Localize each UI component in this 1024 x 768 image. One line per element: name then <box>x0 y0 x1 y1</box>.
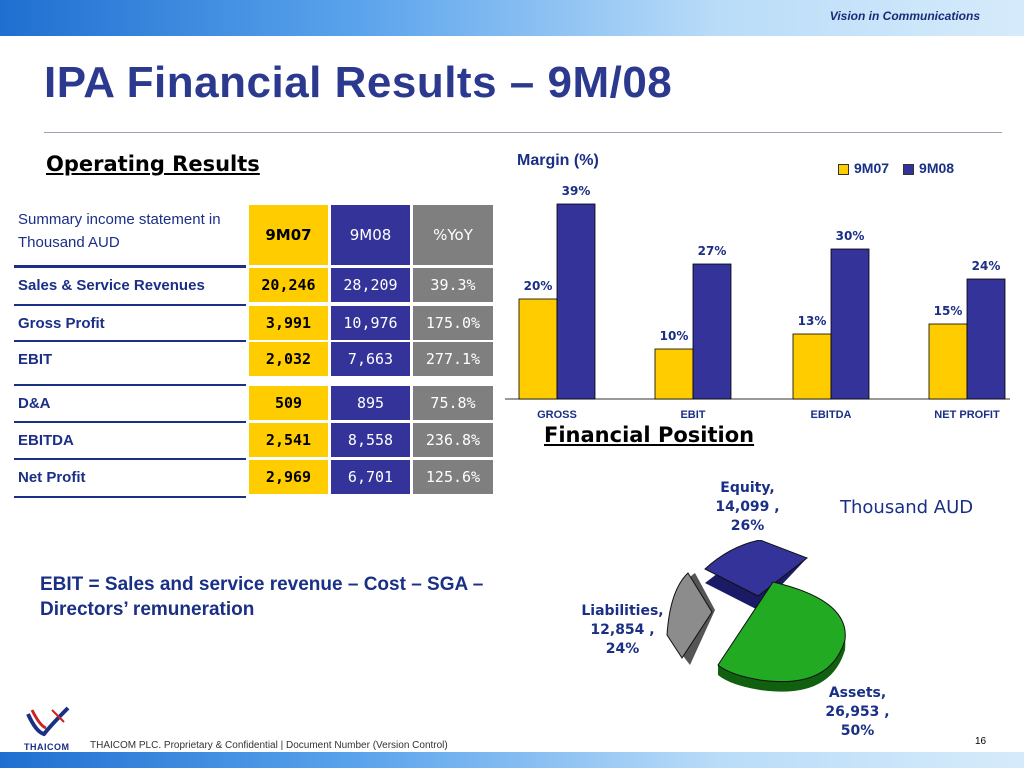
pie-label-equity-name: Equity, <box>720 480 775 496</box>
table-row-label: EBITDA <box>18 431 74 449</box>
table-row-divider <box>14 496 246 498</box>
logo-text: THAICOM <box>24 742 70 752</box>
pie-slice-assets <box>717 581 846 692</box>
table-cell-9m07: 2,032 <box>249 342 328 376</box>
col-header-9m08: 9M08 <box>331 205 410 265</box>
bar-9m08-net-profit <box>966 278 1006 400</box>
pie-label-assets-value: 26,953 , <box>825 704 890 720</box>
bar-9m08-gross <box>556 203 596 400</box>
bar-data-label: 30% <box>836 229 865 243</box>
table-cell-yoy: 175.0% <box>413 306 493 340</box>
bar-data-label: 15% <box>934 304 963 318</box>
legend-item-9m07: 9M07 <box>838 160 889 176</box>
table-header-label: Summary income statement in Thousand AUD <box>18 211 221 251</box>
table-cell-yoy: 39.3% <box>413 268 493 302</box>
table-row-label: D&A <box>18 394 51 412</box>
page-number: 16 <box>975 736 987 747</box>
table-cell-9m07: 2,969 <box>249 460 328 494</box>
table-cell-9m08: 7,663 <box>331 342 410 376</box>
bar-9m08-ebit <box>692 263 732 400</box>
bar-9m08-ebitda <box>830 248 870 400</box>
pie-label-equity-value: 14,099 , <box>715 499 780 515</box>
table-cell-9m08: 8,558 <box>331 423 410 457</box>
table-cell-yoy: 236.8% <box>413 423 493 457</box>
bar-9m07-ebitda <box>792 333 832 400</box>
table-cell-9m07: 2,541 <box>249 423 328 457</box>
table-cell-9m08: 6,701 <box>331 460 410 494</box>
ebit-formula: EBIT = Sales and service revenue – Cost … <box>40 574 484 620</box>
pie-label-liabilities-pct: 24% <box>605 641 640 657</box>
pie-slice-liabilities <box>666 572 715 665</box>
table-row-divider <box>14 266 246 268</box>
financial-position-heading: Financial Position <box>544 423 755 447</box>
table-cell-yoy: 277.1% <box>413 342 493 376</box>
table-cell-yoy: 125.6% <box>413 460 493 494</box>
bar-9m07-net-profit <box>928 323 968 400</box>
bar-data-label: 24% <box>972 259 1001 273</box>
pie-label-assets-pct: 50% <box>840 723 875 739</box>
bar-data-label: 27% <box>698 244 727 258</box>
margin-bar-chart: 20% 39% GROSS 10% 27% EBIT 13% 30% EBITDA 15% 24% N… <box>505 184 1010 421</box>
table-cell-9m07: 3,991 <box>249 306 328 340</box>
bar-data-label: 20% <box>524 279 553 293</box>
pie-label-equity-pct: 26% <box>730 518 765 534</box>
table-cell-9m08: 28,209 <box>331 268 410 302</box>
table-row-divider <box>14 304 246 306</box>
table-cell-9m07: 20,246 <box>249 268 328 302</box>
x-tick-label: GROSS <box>537 409 577 421</box>
table-cell-9m08: 895 <box>331 386 410 420</box>
footer-text: THAICOM PLC. Proprietary & Confidential … <box>90 740 448 751</box>
pie-label-assets-name: Assets, <box>828 685 887 701</box>
table-row-divider <box>14 340 246 342</box>
table-row-label: Gross Profit <box>18 314 105 332</box>
chart-legend: 9M07 9M08 <box>838 160 954 176</box>
col-header-yoy: %YoY <box>413 205 493 265</box>
bar-data-label: 39% <box>562 184 591 198</box>
table-row-divider <box>14 421 246 423</box>
table-row-label: EBIT <box>18 350 53 368</box>
table-row-divider <box>14 384 246 386</box>
thaicom-logo-icon <box>26 706 70 737</box>
top-banner <box>0 0 1024 36</box>
x-tick-label: EBITDA <box>811 409 852 421</box>
pie-label-liabilities-name: Liabilities, <box>581 603 664 619</box>
bottom-banner <box>0 752 1024 768</box>
unit-note: Thousand AUD <box>840 497 974 518</box>
page-title: IPA Financial Results – 9M/08 <box>44 58 673 107</box>
table-row-divider <box>14 458 246 460</box>
table-cell-9m07: 509 <box>249 386 328 420</box>
table-cell-9m08: 10,976 <box>331 306 410 340</box>
pie-label-liabilities: Liabilities, 12,854 , 24% <box>575 602 670 659</box>
legend-label-9m08: 9M08 <box>919 160 955 176</box>
table-cell-yoy: 75.8% <box>413 386 493 420</box>
bar-data-label: 13% <box>798 314 827 328</box>
legend-label-9m07: 9M07 <box>854 160 890 176</box>
bar-data-label: 10% <box>660 329 689 343</box>
table-row-divider <box>14 265 246 267</box>
legend-swatch-9m08 <box>903 163 915 175</box>
chart-title: Margin (%) <box>517 152 599 169</box>
legend-swatch-9m07 <box>838 163 849 175</box>
x-tick-label: EBIT <box>680 409 705 421</box>
table-row-label: Net Profit <box>18 468 86 486</box>
title-divider <box>44 132 1002 133</box>
legend-item-9m08: 9M08 <box>903 160 954 176</box>
bar-9m07-ebit <box>654 348 694 400</box>
col-header-9m07: 9M07 <box>249 205 328 265</box>
pie-label-assets: Assets, 26,953 , 50% <box>810 684 905 741</box>
table-row-label: Sales & Service Revenues <box>18 276 205 294</box>
operating-results-heading: Operating Results <box>46 152 260 176</box>
pie-slice-equity <box>704 540 809 610</box>
bar-9m07-gross <box>518 298 558 400</box>
tagline: Vision in Communications <box>829 9 980 23</box>
x-tick-label: NET PROFIT <box>934 409 1000 421</box>
pie-label-equity: Equity, 14,099 , 26% <box>700 479 795 536</box>
financial-position-pie <box>666 540 846 692</box>
pie-label-liabilities-value: 12,854 , <box>590 622 655 638</box>
